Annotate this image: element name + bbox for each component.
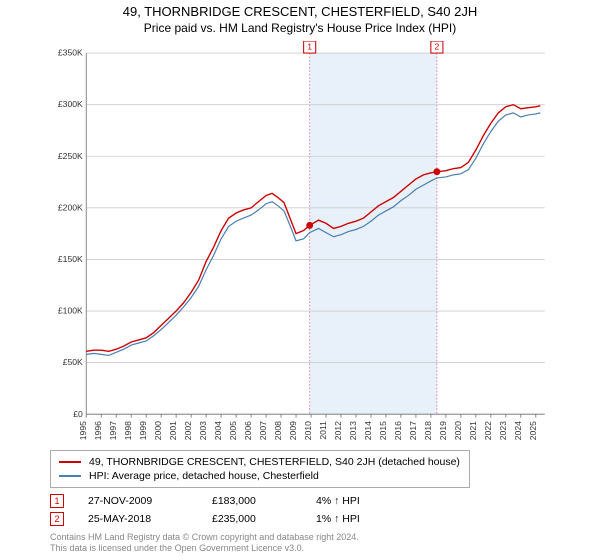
- svg-text:2013: 2013: [348, 421, 358, 440]
- svg-text:2020: 2020: [453, 421, 463, 440]
- svg-text:1996: 1996: [93, 421, 103, 440]
- svg-text:2000: 2000: [153, 421, 163, 440]
- svg-text:£350K: £350K: [58, 48, 83, 58]
- svg-text:2: 2: [434, 42, 439, 52]
- svg-text:1: 1: [307, 42, 312, 52]
- legend-swatch: [59, 461, 81, 463]
- svg-text:2023: 2023: [498, 421, 508, 440]
- sale-price: £183,000: [212, 495, 292, 507]
- svg-text:2018: 2018: [423, 421, 433, 440]
- svg-text:2017: 2017: [408, 421, 418, 440]
- svg-text:£250K: £250K: [58, 151, 83, 161]
- sale-date: 25-MAY-2018: [88, 513, 188, 525]
- svg-text:2019: 2019: [438, 421, 448, 440]
- svg-text:2005: 2005: [228, 421, 238, 440]
- page-subtitle: Price paid vs. HM Land Registry's House …: [10, 21, 590, 35]
- sale-marker: 1: [50, 494, 64, 508]
- svg-text:£0: £0: [73, 409, 83, 419]
- sale-delta: 4% ↑ HPI: [316, 495, 360, 507]
- svg-text:2016: 2016: [393, 421, 403, 440]
- sale-price: £235,000: [212, 513, 292, 525]
- svg-text:2025: 2025: [528, 421, 538, 440]
- svg-text:£150K: £150K: [58, 254, 83, 264]
- chart-legend: 49, THORNBRIDGE CRESCENT, CHESTERFIELD, …: [50, 450, 470, 488]
- svg-text:2024: 2024: [513, 421, 523, 440]
- legend-swatch: [59, 475, 81, 477]
- footer-line: Contains HM Land Registry data © Crown c…: [50, 532, 590, 543]
- legend-item: HPI: Average price, detached house, Ches…: [59, 469, 461, 483]
- svg-text:2003: 2003: [198, 421, 208, 440]
- svg-text:1997: 1997: [108, 421, 118, 440]
- svg-text:£50K: £50K: [63, 357, 83, 367]
- svg-text:2001: 2001: [168, 421, 178, 440]
- svg-text:£200K: £200K: [58, 202, 83, 212]
- legend-label: HPI: Average price, detached house, Ches…: [89, 470, 319, 482]
- svg-text:2006: 2006: [243, 421, 253, 440]
- chart-svg: £0 £50K £100K £150K £200K £250K £300K £350K 1995…: [10, 41, 590, 444]
- price-chart: £0 £50K £100K £150K £200K £250K £300K £350K 1995…: [10, 41, 590, 444]
- sale-row: 1 27-NOV-2009 £183,000 4% ↑ HPI: [50, 492, 590, 510]
- sale-marker: 2: [50, 512, 64, 526]
- svg-text:2014: 2014: [363, 421, 373, 440]
- svg-text:2010: 2010: [303, 421, 313, 440]
- svg-text:2011: 2011: [318, 421, 328, 440]
- svg-text:1995: 1995: [78, 421, 88, 440]
- svg-text:2002: 2002: [183, 421, 193, 440]
- sale-delta: 1% ↑ HPI: [316, 513, 360, 525]
- svg-text:2004: 2004: [213, 421, 223, 440]
- svg-text:1999: 1999: [138, 421, 148, 440]
- sale-date: 27-NOV-2009: [88, 495, 188, 507]
- sales-table: 1 27-NOV-2009 £183,000 4% ↑ HPI 2 25-MAY-2018…: [50, 492, 590, 528]
- svg-text:2021: 2021: [468, 421, 478, 440]
- footer-attribution: Contains HM Land Registry data © Crown c…: [50, 532, 590, 555]
- svg-text:2022: 2022: [483, 421, 493, 440]
- svg-text:2012: 2012: [333, 421, 343, 440]
- svg-text:2009: 2009: [288, 421, 298, 440]
- svg-text:£300K: £300K: [58, 99, 83, 109]
- page-title: 49, THORNBRIDGE CRESCENT, CHESTERFIELD, …: [10, 4, 590, 19]
- sale-row: 2 25-MAY-2018 £235,000 1% ↑ HPI: [50, 510, 590, 528]
- svg-text:£100K: £100K: [58, 306, 83, 316]
- svg-text:2015: 2015: [378, 421, 388, 440]
- svg-text:2008: 2008: [273, 421, 283, 440]
- legend-item: 49, THORNBRIDGE CRESCENT, CHESTERFIELD, …: [59, 455, 461, 469]
- legend-label: 49, THORNBRIDGE CRESCENT, CHESTERFIELD, …: [89, 456, 460, 468]
- footer-line: This data is licensed under the Open Gov…: [50, 543, 590, 554]
- svg-text:2007: 2007: [258, 421, 268, 440]
- svg-text:1998: 1998: [123, 421, 133, 440]
